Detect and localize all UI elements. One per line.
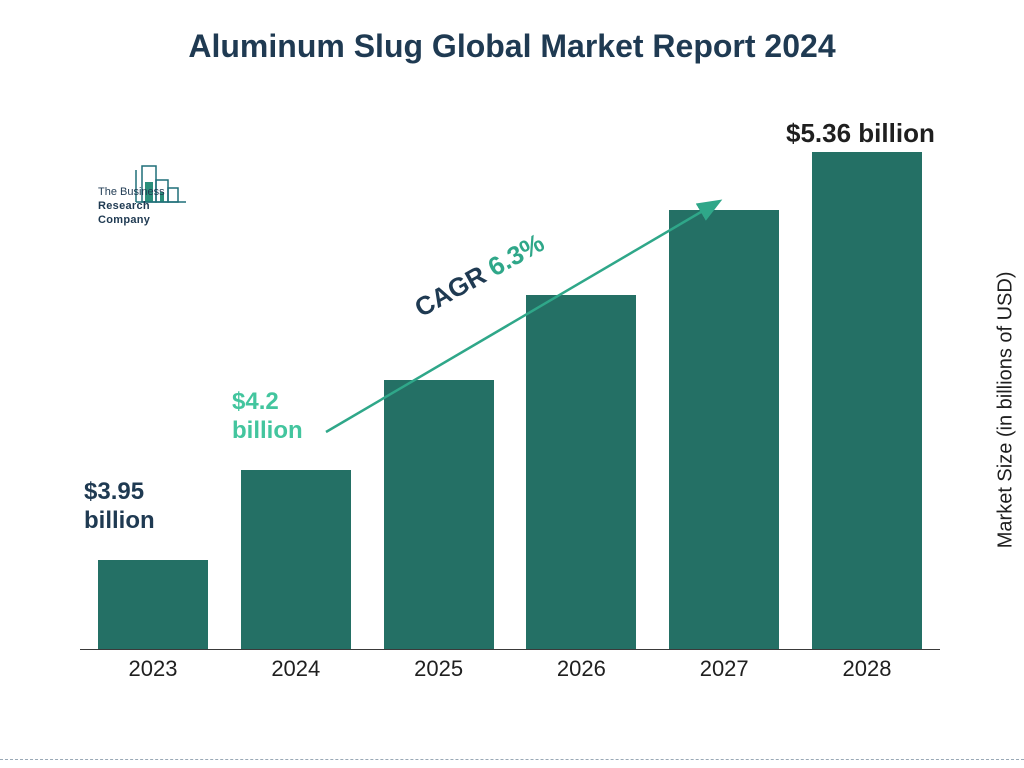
bar-wrap: [526, 295, 636, 650]
value-label-unit: billion: [232, 417, 303, 446]
footer-divider: [0, 759, 1024, 760]
bar-2026: [526, 295, 636, 650]
bar-wrap: [812, 152, 922, 650]
value-label-amount: $3.95: [84, 478, 155, 507]
value-label-2024: $4.2 billion: [232, 388, 303, 446]
bar-2028: [812, 152, 922, 650]
bar-wrap: [98, 560, 208, 650]
chart-title-text: Aluminum Slug Global Market Report 2024: [188, 28, 835, 64]
value-label-2023: $3.95 billion: [84, 478, 155, 536]
x-label: 2026: [526, 650, 636, 690]
bar-wrap: [241, 470, 351, 650]
bar-2027: [669, 210, 779, 650]
bar-2023: [98, 560, 208, 650]
bar-wrap: [669, 210, 779, 650]
x-label: 2024: [241, 650, 351, 690]
bars-container: [80, 130, 940, 650]
value-label-text: $5.36 billion: [786, 118, 935, 148]
bar-2024: [241, 470, 351, 650]
x-label: 2027: [669, 650, 779, 690]
bar-2025: [384, 380, 494, 650]
value-label-unit: billion: [84, 507, 155, 536]
chart-area: 2023 2024 2025 2026 2027 2028: [80, 130, 940, 690]
x-labels: 2023 2024 2025 2026 2027 2028: [80, 650, 940, 690]
value-label-2028: $5.36 billion: [786, 118, 935, 149]
x-label: 2025: [384, 650, 494, 690]
x-label: 2023: [98, 650, 208, 690]
bar-wrap: [384, 380, 494, 650]
x-label: 2028: [812, 650, 922, 690]
chart-title: Aluminum Slug Global Market Report 2024: [0, 28, 1024, 65]
y-axis-label: Market Size (in billions of USD): [995, 272, 1018, 549]
value-label-amount: $4.2: [232, 388, 303, 417]
